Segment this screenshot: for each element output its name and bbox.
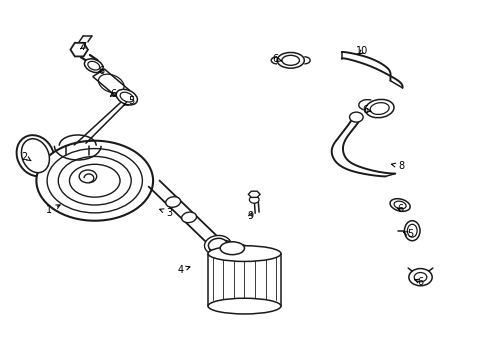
Ellipse shape — [365, 99, 393, 118]
Ellipse shape — [277, 53, 304, 68]
Circle shape — [408, 269, 431, 286]
Ellipse shape — [389, 199, 409, 211]
Text: 6: 6 — [414, 277, 423, 287]
Text: 6: 6 — [396, 204, 402, 214]
Ellipse shape — [204, 235, 230, 255]
Text: 3: 3 — [160, 208, 172, 218]
Circle shape — [413, 273, 426, 282]
Text: 7: 7 — [80, 42, 86, 52]
Ellipse shape — [120, 92, 133, 102]
Text: 5: 5 — [123, 96, 135, 107]
Ellipse shape — [181, 212, 196, 222]
Text: 2: 2 — [21, 152, 31, 162]
Circle shape — [249, 196, 259, 203]
Ellipse shape — [21, 139, 49, 173]
Ellipse shape — [207, 246, 281, 261]
Ellipse shape — [84, 59, 103, 73]
Ellipse shape — [69, 164, 120, 197]
Ellipse shape — [47, 149, 142, 213]
Ellipse shape — [88, 61, 100, 70]
Text: 9: 9 — [247, 211, 253, 221]
Ellipse shape — [17, 135, 54, 176]
Ellipse shape — [282, 55, 299, 65]
Ellipse shape — [369, 103, 388, 114]
Circle shape — [349, 112, 363, 122]
Text: 6: 6 — [98, 66, 104, 76]
Text: 4: 4 — [177, 265, 189, 275]
Text: 5: 5 — [403, 229, 412, 239]
Text: 1: 1 — [46, 205, 60, 215]
Circle shape — [79, 170, 97, 183]
Ellipse shape — [404, 221, 419, 241]
Ellipse shape — [208, 238, 226, 252]
Ellipse shape — [220, 242, 244, 255]
Ellipse shape — [407, 224, 416, 237]
Ellipse shape — [207, 298, 281, 314]
Text: 6: 6 — [272, 54, 281, 64]
Text: 8: 8 — [391, 161, 403, 171]
Ellipse shape — [36, 141, 153, 221]
Text: 6: 6 — [361, 105, 370, 115]
Polygon shape — [93, 69, 129, 98]
Ellipse shape — [116, 89, 137, 105]
Ellipse shape — [58, 157, 131, 205]
Polygon shape — [248, 191, 260, 197]
Ellipse shape — [165, 197, 180, 207]
Ellipse shape — [393, 201, 405, 209]
Polygon shape — [70, 43, 88, 57]
Text: 6: 6 — [110, 89, 116, 99]
Text: 10: 10 — [355, 46, 367, 57]
